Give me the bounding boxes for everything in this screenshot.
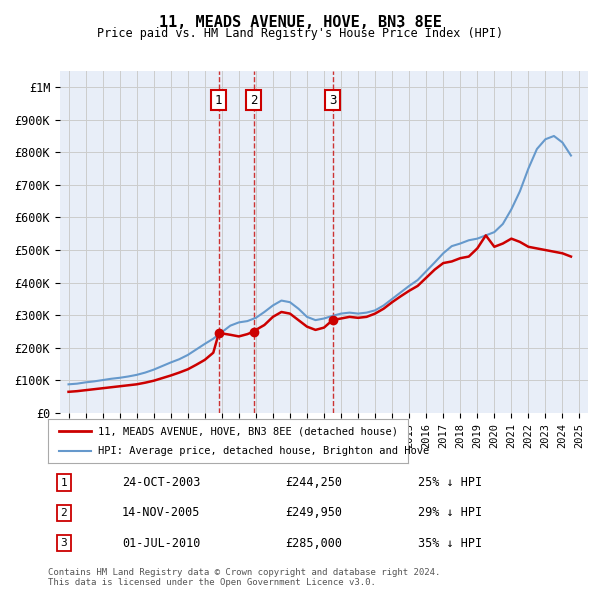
Text: 29% ↓ HPI: 29% ↓ HPI [418, 506, 482, 519]
Text: 11, MEADS AVENUE, HOVE, BN3 8EE: 11, MEADS AVENUE, HOVE, BN3 8EE [158, 15, 442, 30]
Text: 24-OCT-2003: 24-OCT-2003 [122, 476, 200, 489]
Text: Contains HM Land Registry data © Crown copyright and database right 2024.
This d: Contains HM Land Registry data © Crown c… [48, 568, 440, 587]
Text: 2: 2 [61, 508, 67, 518]
Text: 14-NOV-2005: 14-NOV-2005 [122, 506, 200, 519]
Text: 01-JUL-2010: 01-JUL-2010 [122, 537, 200, 550]
Text: Price paid vs. HM Land Registry's House Price Index (HPI): Price paid vs. HM Land Registry's House … [97, 27, 503, 40]
Text: 35% ↓ HPI: 35% ↓ HPI [418, 537, 482, 550]
Text: £285,000: £285,000 [286, 537, 343, 550]
Text: 11, MEADS AVENUE, HOVE, BN3 8EE (detached house): 11, MEADS AVENUE, HOVE, BN3 8EE (detache… [98, 427, 398, 436]
Text: HPI: Average price, detached house, Brighton and Hove: HPI: Average price, detached house, Brig… [98, 446, 430, 455]
Text: 25% ↓ HPI: 25% ↓ HPI [418, 476, 482, 489]
Text: 1: 1 [61, 478, 67, 488]
Text: 3: 3 [61, 538, 67, 548]
Text: £249,950: £249,950 [286, 506, 343, 519]
Text: £244,250: £244,250 [286, 476, 343, 489]
Text: 3: 3 [329, 94, 336, 107]
Text: 1: 1 [215, 94, 223, 107]
Text: 2: 2 [250, 94, 257, 107]
